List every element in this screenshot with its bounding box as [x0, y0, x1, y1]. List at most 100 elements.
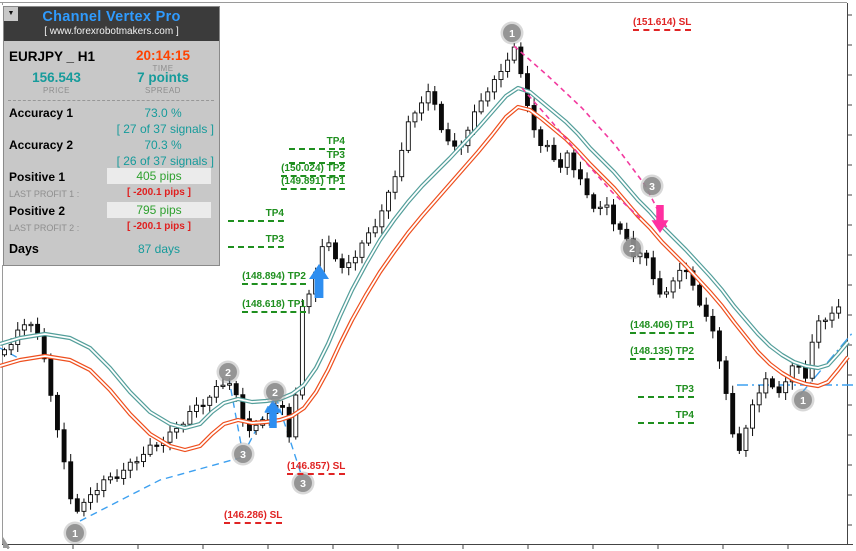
svg-text:1: 1: [72, 528, 78, 540]
bull-candle: [511, 46, 517, 61]
collapse-panel-button[interactable]: ▼: [4, 7, 18, 21]
accuracy1-signals: [ 27 of 37 signals ]: [116, 122, 214, 136]
bear-candle: [55, 394, 60, 431]
bull-candle: [127, 461, 133, 471]
signal-connector-line: [79, 456, 244, 522]
svg-text:3: 3: [649, 181, 655, 193]
bear-candle: [154, 444, 160, 447]
bear-candle: [200, 404, 206, 407]
bull-candle: [677, 269, 683, 282]
bear-candle: [74, 498, 80, 512]
bull-candle: [213, 386, 219, 398]
panel-header: ▼ Channel Vertex Pro [ www.forexrobotmak…: [4, 7, 219, 41]
bull-candle: [750, 404, 756, 429]
bear-candle: [432, 91, 438, 105]
bear-candle: [776, 386, 782, 394]
bear-candle: [438, 103, 444, 131]
bull-candle: [498, 70, 504, 81]
bear-candle: [650, 257, 656, 280]
bull-candle: [306, 293, 312, 308]
bear-candle: [736, 433, 742, 451]
signal-number-marker: [503, 24, 521, 42]
signal-number-marker: [266, 383, 284, 401]
last-profit2-value: [ -200.1 pips ]: [127, 221, 191, 232]
accuracy2-signals: [ 26 of 37 signals ]: [116, 154, 214, 168]
svg-text:2: 2: [629, 243, 635, 255]
bear-candle: [558, 159, 564, 168]
bull-candle: [2, 349, 7, 356]
signal-connector-line: [228, 378, 244, 456]
bear-candle: [769, 378, 775, 388]
bull-candle: [8, 344, 14, 351]
sell-arrow-icon: [651, 205, 669, 233]
signal-number-marker: [219, 363, 237, 381]
bear-candle: [280, 405, 285, 408]
last-profit1-value: [ -200.1 pips ]: [127, 187, 191, 198]
bull-candle: [783, 381, 789, 394]
time-label: TIME: [152, 64, 174, 73]
bear-candle: [584, 178, 590, 196]
bear-candle: [591, 194, 597, 209]
bear-candle: [577, 169, 583, 180]
panel-body: EURJPY _ H1 20:14:15 TIME 156.543 PRICE …: [4, 41, 219, 265]
bear-candle: [803, 366, 808, 379]
bear-candle: [61, 429, 67, 463]
svg-text:2: 2: [272, 387, 278, 399]
bear-candle: [571, 152, 577, 171]
accuracy1-label: Accuracy 1: [9, 106, 74, 120]
svg-text:3: 3: [240, 449, 246, 461]
bull-candle: [299, 306, 305, 396]
bull-candle: [366, 232, 372, 244]
buy-arrow-icon: [264, 400, 282, 428]
symbol-timeframe: EURJPY _ H1: [9, 49, 96, 64]
bear-candle: [796, 365, 802, 368]
bull-candle: [81, 501, 87, 512]
signal-number-marker: [623, 239, 641, 257]
bull-candle: [107, 476, 113, 481]
bear-candle: [710, 315, 716, 332]
current-price: 156.543: [32, 70, 81, 85]
positive2-value: 795 pips: [107, 202, 211, 218]
price-label: PRICE: [43, 86, 70, 95]
svg-text:1: 1: [800, 395, 806, 407]
trailing-stop-line: [521, 87, 641, 219]
bear-candle: [518, 46, 524, 75]
positive1-value: 405 pips: [107, 168, 211, 184]
bull-candle: [743, 427, 749, 451]
bear-candle: [538, 129, 544, 147]
bull-candle: [399, 149, 405, 178]
accuracy2-label: Accuracy 2: [9, 138, 74, 152]
bull-candle: [564, 152, 570, 168]
bull-candle: [187, 411, 193, 425]
signal-number-marker: [234, 445, 252, 463]
bear-candle: [68, 461, 74, 500]
bull-candle: [386, 191, 391, 212]
bull-candle: [412, 112, 418, 123]
bear-candle: [611, 204, 616, 225]
bull-candle: [134, 461, 140, 464]
bear-candle: [697, 284, 703, 306]
bear-candle: [452, 140, 458, 147]
bull-candle: [763, 378, 769, 394]
bear-candle: [657, 278, 663, 295]
bull-candle: [637, 252, 643, 258]
bull-candle: [425, 91, 431, 104]
server-time: 20:14:15: [135, 48, 191, 63]
bull-candle: [836, 306, 842, 314]
bull-candle: [227, 383, 233, 386]
bull-candle: [174, 427, 180, 433]
signal-number-marker: [294, 474, 312, 492]
bear-candle: [617, 223, 623, 230]
bull-candle: [167, 431, 173, 443]
bull-candle: [829, 312, 835, 321]
bull-candle: [491, 79, 497, 93]
bear-candle: [723, 360, 729, 394]
days-value: 87 days: [137, 242, 181, 256]
bull-candle: [28, 323, 34, 327]
signal-number-marker: [643, 177, 661, 195]
bear-candle: [717, 330, 722, 362]
bull-candle: [816, 320, 822, 343]
bull-candle: [405, 121, 411, 151]
